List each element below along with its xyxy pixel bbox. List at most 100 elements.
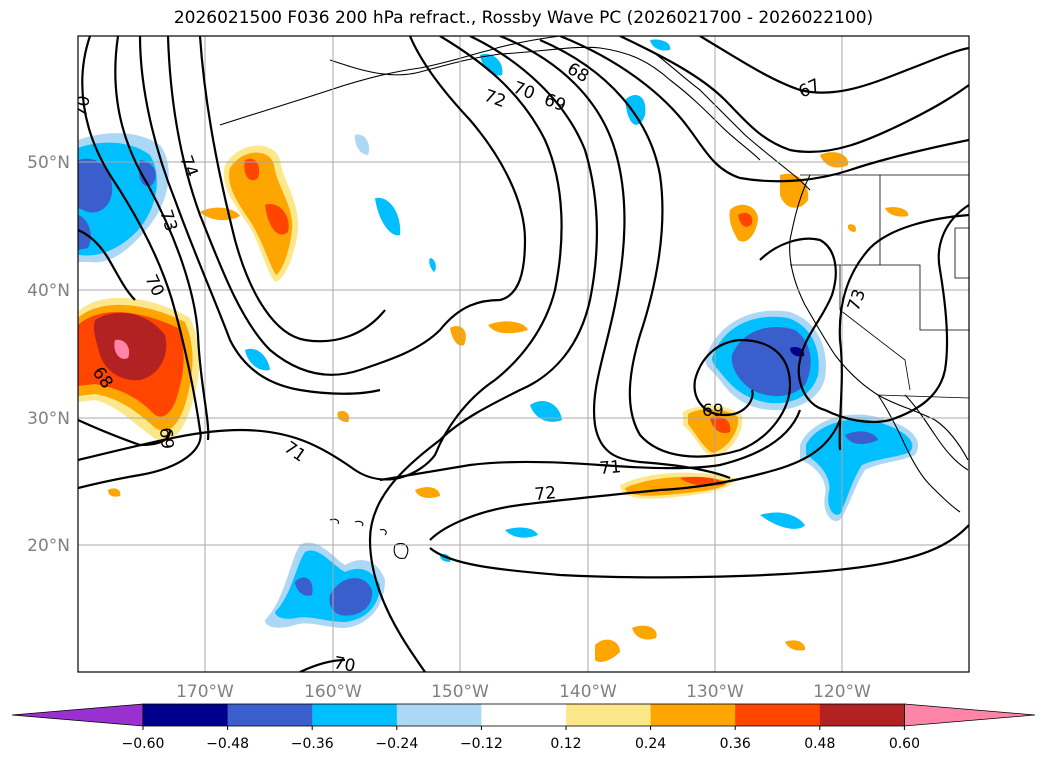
colorbar-tick-label: 0.48 <box>804 736 835 752</box>
negative-anomaly-region <box>731 327 811 397</box>
positive-anomaly-region <box>595 639 620 663</box>
contour-line <box>78 418 172 447</box>
colorbar-extend-low <box>11 703 144 727</box>
colorbar-tick-label: −0.12 <box>460 736 503 752</box>
colorbar-segment <box>650 704 736 726</box>
colorbar-tick-label: −0.48 <box>206 736 249 752</box>
lon-label: 140°W <box>559 682 617 702</box>
colorbar-segment <box>312 704 398 726</box>
state-border <box>790 264 969 331</box>
contour-line <box>539 38 792 458</box>
contour-line <box>619 36 969 154</box>
negative-anomaly-region <box>78 158 113 213</box>
contour-label: 69 <box>702 401 724 421</box>
gulf-california-coastline <box>904 394 969 471</box>
lon-label: 150°W <box>431 682 489 702</box>
coastlines <box>219 36 969 559</box>
lat-label: 40°N <box>27 281 70 301</box>
alaska-peninsula-coastline <box>329 46 761 161</box>
positive-anomaly-region <box>847 224 857 232</box>
graticule <box>78 36 969 672</box>
shading-layer <box>78 39 919 663</box>
contour-line <box>78 36 202 490</box>
negative-anomaly-region <box>138 160 156 187</box>
hawaii-islands <box>329 518 409 559</box>
contour-label: 70 <box>71 94 94 119</box>
colorbar: −0.60 −0.48 −0.36 −0.24 −0.12 0.12 0.24 0.36 0.4… <box>11 703 1036 752</box>
negative-anomaly-region <box>505 527 538 538</box>
positive-anomaly-region <box>632 625 657 640</box>
negative-anomaly-region <box>760 512 805 529</box>
contour-line <box>138 36 381 395</box>
positive-anomaly-region <box>785 640 806 651</box>
longitude-labels: 170°W 160°W 150°W 140°W 130°W 120°W <box>176 682 871 702</box>
state-border <box>839 265 911 391</box>
positive-anomaly-region <box>93 312 167 381</box>
lat-label: 50°N <box>27 153 70 173</box>
alaska-coastline <box>219 36 561 126</box>
positive-anomaly-region <box>265 204 289 235</box>
lon-label: 160°W <box>304 682 362 702</box>
us-west-coastline <box>789 174 969 461</box>
contour-line <box>299 658 346 672</box>
contour-lines <box>78 36 969 672</box>
negative-anomaly-region <box>354 134 370 155</box>
state-border <box>954 227 969 279</box>
positive-anomaly-region <box>244 158 260 181</box>
colorbar-segment <box>396 704 482 726</box>
colorbar-tick-label: 0.24 <box>635 736 666 752</box>
positive-anomaly-region <box>820 152 849 168</box>
negative-anomaly-region <box>329 578 373 616</box>
positive-anomaly-region <box>337 410 350 422</box>
negative-anomaly-region <box>625 95 646 125</box>
contour-line <box>198 36 386 343</box>
latitude-labels: 50°N 40°N 30°N 20°N <box>27 153 70 556</box>
contour-label: 71 <box>599 457 622 479</box>
positive-anomaly-region <box>114 339 130 359</box>
contour-label: 70 <box>332 653 357 676</box>
positive-anomaly-region <box>229 152 293 275</box>
contour-line <box>429 524 969 579</box>
positive-anomaly-region <box>738 212 753 227</box>
contour-line <box>78 228 136 301</box>
contour-line <box>699 36 969 94</box>
contour-line <box>559 36 969 183</box>
lon-label: 170°W <box>176 682 234 702</box>
contour-line <box>759 237 837 412</box>
negative-anomaly-region <box>845 431 878 445</box>
negative-anomaly-region <box>429 258 436 272</box>
lon-label: 130°W <box>686 682 744 702</box>
contour-line <box>368 36 599 672</box>
colorbar-tick-label: −0.24 <box>375 736 418 752</box>
contour-label: 69 <box>155 427 177 450</box>
colorbar-frame <box>142 703 905 727</box>
negative-anomaly-region <box>530 400 562 422</box>
map-frame <box>77 35 970 673</box>
colorbar-tick-label: 0.60 <box>889 736 920 752</box>
colorbar-tick-label: −0.36 <box>291 736 334 752</box>
colorbar-segment <box>566 704 652 726</box>
map-title: 2026021500 F036 200 hPa refract., Rossby… <box>173 8 874 28</box>
colorbar-segment <box>227 704 313 726</box>
contour-label: 72 <box>534 483 557 505</box>
contour-line <box>824 204 969 424</box>
colorbar-tick-label: −0.60 <box>122 736 165 752</box>
colorbar-segment <box>819 704 905 726</box>
colorbar-extend-high <box>904 703 1036 727</box>
contour-line <box>114 36 210 441</box>
negative-anomaly-region <box>295 577 313 596</box>
contour-line <box>838 213 969 451</box>
positive-anomaly-region <box>885 207 909 217</box>
positive-anomaly-region <box>415 487 440 498</box>
positive-anomaly-region <box>488 321 528 334</box>
lon-label: 120°W <box>813 682 871 702</box>
colorbar-segment <box>735 704 821 726</box>
negative-anomaly-region <box>480 53 503 76</box>
colorbar-tick-label: 0.36 <box>720 736 751 752</box>
contour-line <box>379 409 802 482</box>
lat-label: 20°N <box>27 536 70 556</box>
contour-line <box>499 36 731 480</box>
negative-anomaly-region <box>245 348 270 371</box>
contour-line <box>78 36 563 481</box>
